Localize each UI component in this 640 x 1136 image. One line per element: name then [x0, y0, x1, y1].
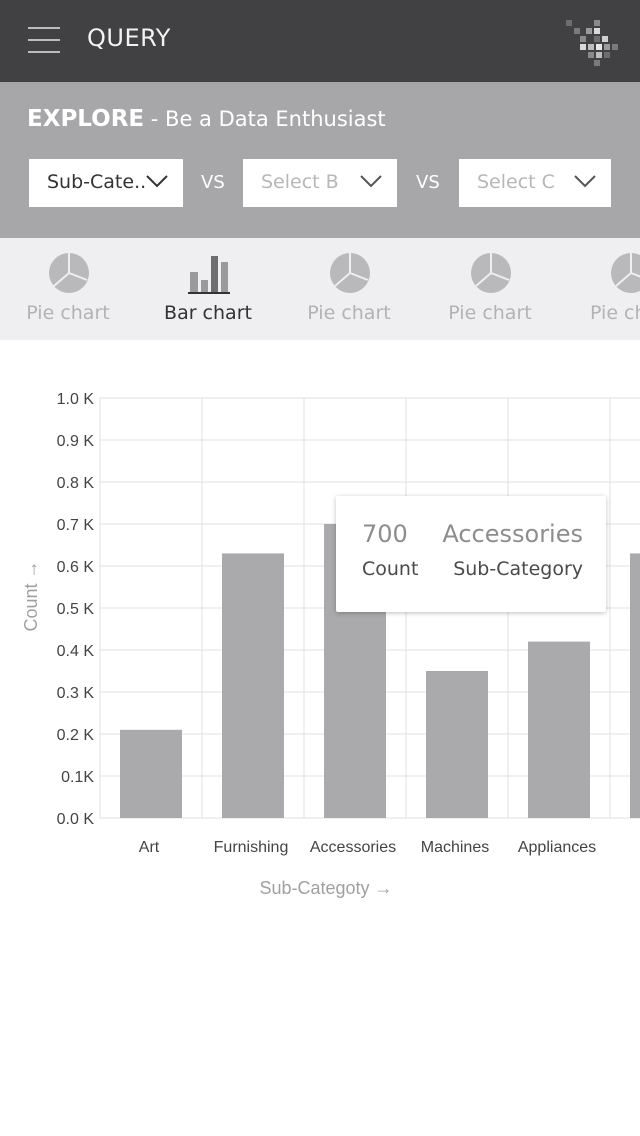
pie-chart-icon	[611, 253, 640, 293]
app-title: QUERY	[87, 24, 171, 52]
pie-chart-icon	[49, 253, 89, 293]
chevron-down-icon	[574, 175, 596, 188]
pie-chart-icon	[330, 253, 370, 293]
select-b-dropdown[interactable]: Select B	[243, 159, 397, 207]
y-axis-ticks: 0.0 K 0.1K 0.2 K 0.3 K 0.4 K 0.5 K 0.6 K 0.7 K 0…	[57, 391, 95, 828]
chart-tab-label: Pie chart	[590, 302, 640, 324]
explore-title: EXPLORE	[27, 106, 145, 132]
pie-chart-icon	[471, 253, 511, 293]
x-tick-label: Furnishing	[214, 839, 289, 856]
bar-art[interactable]	[120, 729, 182, 818]
select-c-placeholder: Select C	[477, 171, 555, 193]
chart-tab-label: Bar chart	[164, 302, 252, 324]
y-tick-label: 0.1K	[61, 769, 94, 786]
bar-appliances[interactable]	[528, 641, 590, 818]
chart-tab-pie-1[interactable]: Pie chart	[8, 238, 128, 340]
chart-tab-label: Pie chart	[26, 302, 110, 324]
bar-chart-area: 0.0 K 0.1K 0.2 K 0.3 K 0.4 K 0.5 K 0.6 K 0.7 K 0…	[0, 340, 640, 940]
bar-chart: 0.0 K 0.1K 0.2 K 0.3 K 0.4 K 0.5 K 0.6 K 0.7 K 0…	[21, 391, 640, 898]
y-tick-label: 0.7 K	[57, 517, 95, 534]
x-tick-label: Appliances	[518, 839, 596, 856]
chart-tab-label: Pie chart	[307, 302, 391, 324]
chart-bars	[120, 524, 640, 818]
chart-tab-pie-4[interactable]: Pie chart	[570, 238, 640, 340]
app-header: QUERY	[0, 0, 640, 82]
chevron-down-icon	[146, 175, 168, 188]
bar-partial[interactable]	[630, 553, 640, 818]
bar-chart-icon	[188, 256, 230, 294]
x-tick-label: Accessories	[310, 839, 396, 856]
select-a-value: Sub-Cate..	[47, 171, 147, 193]
tooltip-value-label: Count	[362, 558, 419, 580]
y-axis-label: Count →	[21, 560, 41, 631]
select-b-placeholder: Select B	[261, 171, 339, 193]
x-tick-label: Art	[139, 839, 160, 856]
chart-tab-bar[interactable]: Bar chart	[148, 238, 268, 340]
hamburger-menu-icon[interactable]	[28, 24, 62, 56]
bar-furnishing[interactable]	[222, 553, 284, 818]
chart-tooltip: 700 Count Accessories Sub-Category	[336, 496, 606, 612]
tooltip-category-label: Sub-Category	[453, 558, 583, 580]
pixel-logo-icon	[566, 20, 618, 66]
y-tick-label: 0.5 K	[57, 601, 95, 618]
select-c-dropdown[interactable]: Select C	[459, 159, 611, 207]
chevron-down-icon	[360, 175, 382, 188]
explore-heading: EXPLORE - Be a Data Enthusiast	[27, 106, 386, 132]
chart-tab-pie-3[interactable]: Pie chart	[430, 238, 550, 340]
tooltip-value: 700	[362, 520, 408, 548]
bar-machines[interactable]	[426, 671, 488, 818]
chart-tab-pie-2[interactable]: Pie chart	[289, 238, 409, 340]
x-axis-label: Sub-Categoty →	[259, 878, 392, 898]
y-tick-label: 0.9 K	[57, 433, 95, 450]
chart-type-selector: Pie chart Bar chart Pie chart Pie chart	[0, 238, 640, 340]
chart-tab-label: Pie chart	[448, 302, 532, 324]
y-tick-label: 0.3 K	[57, 685, 95, 702]
vs-label: VS	[416, 172, 440, 193]
explore-subtitle: - Be a Data Enthusiast	[144, 107, 386, 131]
tooltip-category: Accessories	[442, 520, 583, 548]
y-tick-label: 0.4 K	[57, 643, 95, 660]
explore-panel: EXPLORE - Be a Data Enthusiast Sub-Cate.…	[0, 82, 640, 238]
x-axis-ticks: Art Furnishing Accessories Machines Applianc…	[139, 839, 596, 856]
vs-label: VS	[201, 172, 225, 193]
y-tick-label: 0.6 K	[57, 559, 95, 576]
y-tick-label: 0.0 K	[57, 811, 95, 828]
y-tick-label: 0.2 K	[57, 727, 95, 744]
x-tick-label: Machines	[421, 839, 489, 856]
select-a-dropdown[interactable]: Sub-Cate..	[29, 159, 183, 207]
y-tick-label: 1.0 K	[57, 391, 95, 408]
y-tick-label: 0.8 K	[57, 475, 95, 492]
